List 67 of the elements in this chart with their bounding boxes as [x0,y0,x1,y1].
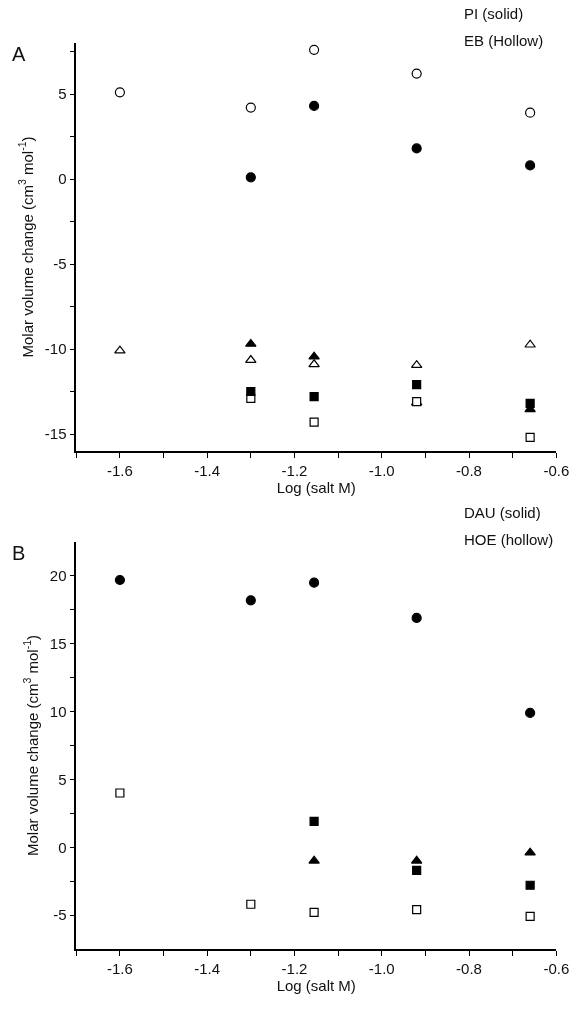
x-tick-label: -1.4 [194,461,221,479]
point [524,339,536,348]
point [525,707,536,719]
point [309,44,320,55]
y-tick-label: -5 [53,255,67,273]
point [246,386,256,397]
x-tick-label: -0.6 [543,461,570,479]
x-tick-label: -0.8 [456,959,482,977]
x-tick-label: -1.6 [106,959,133,977]
y-tick-label: -10 [44,340,67,358]
point [525,398,535,408]
point [525,880,535,890]
point [411,143,422,154]
point [309,417,319,427]
point [114,87,125,98]
point [309,392,319,402]
x-tick-label: -1.4 [194,959,221,977]
x-tick-label: -1.0 [368,959,395,977]
point [525,911,535,922]
point [412,905,422,915]
y-tick-label: 15 [49,635,67,652]
point [525,432,535,442]
point [412,865,422,875]
point [245,102,256,113]
text: B [12,542,26,564]
y-tick-label: 0 [58,170,67,188]
x-tick-label: -1.2 [281,959,308,977]
point [411,612,422,624]
x-tick-label: -1.2 [281,461,308,479]
x-axis-title: Log (salt M) [276,478,356,496]
y-tick-label: 10 [49,702,67,720]
y-tick-label: -15 [44,425,67,443]
point [525,160,536,171]
point [411,68,422,79]
point [524,847,536,856]
point [412,380,422,390]
point [309,907,319,917]
point [246,899,256,909]
x-tick-label: -0.8 [456,461,482,479]
point [309,816,319,827]
text: PI (solid) [464,5,524,22]
text: DAU (solid) [464,504,541,521]
point [308,855,320,864]
y-tick-label: 0 [58,838,67,856]
y-tick-label: -5 [53,906,67,924]
point [245,172,256,183]
y-tick-label: 5 [58,770,67,788]
point [309,577,320,588]
text: A [12,43,26,65]
x-tick-label: -0.6 [543,959,570,977]
x-axis-title: Log (salt M) [276,976,356,994]
x-tick-label: -1.0 [368,461,395,479]
point [308,351,320,360]
y-tick-label: 5 [58,85,67,103]
point [114,345,126,354]
point [525,107,536,118]
point [114,574,125,586]
annotation: HOE (hollow) [464,531,554,548]
point [245,354,257,363]
y-tick-label: 20 [49,567,67,585]
point [308,359,320,368]
point [245,595,256,606]
point [115,788,125,798]
x-tick-label: -1.6 [106,461,133,479]
point [245,338,257,347]
point [309,100,320,111]
annotation: EB (Hollow) [464,32,544,49]
